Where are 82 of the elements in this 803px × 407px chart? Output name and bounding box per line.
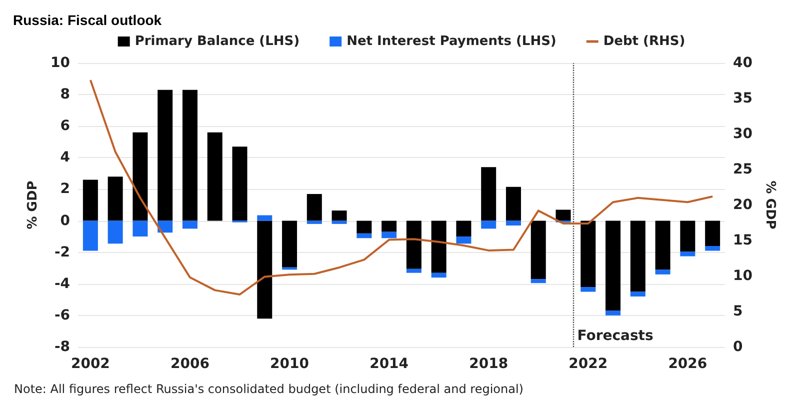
bar <box>705 246 720 251</box>
y2-tick-label: 20 <box>733 197 753 213</box>
bar <box>257 215 272 221</box>
bar <box>481 220 496 229</box>
bar <box>680 252 696 256</box>
bar <box>182 220 198 229</box>
bar <box>431 272 446 278</box>
bar <box>82 180 98 221</box>
bar <box>606 310 621 316</box>
ref-line-label: Forecasts <box>577 328 654 344</box>
bar <box>530 220 546 280</box>
bar <box>556 210 571 221</box>
bar <box>306 194 322 221</box>
bar <box>705 220 720 246</box>
bar <box>406 220 422 269</box>
y2-tick-label: 35 <box>733 90 752 106</box>
y-tick-label: -6 <box>54 307 70 324</box>
bar <box>356 233 372 238</box>
y-axis-title: % GDP <box>26 180 41 230</box>
y-tick-label: -8 <box>54 339 70 355</box>
text: Note: All figures reflect Russia's consolidated budget (including federal and regional) <box>14 382 524 396</box>
legend-label: Debt (RHS) <box>603 34 686 49</box>
bar <box>108 220 123 244</box>
bar <box>580 220 596 288</box>
legend-label: Net Interest Payments (LHS) <box>346 34 556 49</box>
y2-tick-label: 5 <box>733 304 743 320</box>
bar <box>506 220 521 226</box>
x-tick-label: 2018 <box>469 356 508 372</box>
bar <box>606 220 621 311</box>
bar <box>655 270 670 274</box>
x-tick-label: 2022 <box>568 356 608 372</box>
bar <box>182 90 198 221</box>
y2-tick-label: 25 <box>733 162 752 178</box>
y2-tick-label: 40 <box>733 55 753 71</box>
bar <box>108 176 123 221</box>
x-tick-label: 2006 <box>170 356 210 372</box>
bar <box>382 220 397 232</box>
y-tick-label: -4 <box>54 276 70 292</box>
bar <box>82 220 98 251</box>
bar <box>332 210 347 221</box>
bar <box>257 220 272 319</box>
bar <box>232 146 248 221</box>
y-tick-label: -2 <box>54 244 70 260</box>
bar <box>680 220 696 252</box>
x-tick-label: 2026 <box>668 356 708 372</box>
bar <box>530 279 546 284</box>
y2-tick-label: 0 <box>733 339 743 355</box>
x-tick-label: 2010 <box>270 356 310 372</box>
bar <box>282 220 298 268</box>
y2-tick-label: 15 <box>733 232 752 248</box>
bar <box>132 220 148 237</box>
y-tick-label: 10 <box>50 55 70 71</box>
y2-axis-title: % GDP <box>762 180 778 230</box>
y-tick-label: 0 <box>60 212 70 229</box>
bar <box>456 220 472 237</box>
y-tick-label: 2 <box>60 181 70 198</box>
y2-tick-label: 30 <box>733 126 753 142</box>
bar <box>630 220 646 292</box>
bar <box>207 132 222 221</box>
bar <box>306 220 322 224</box>
bar <box>332 220 347 224</box>
bar <box>456 236 472 244</box>
line-series <box>89 79 714 296</box>
bar <box>506 186 521 221</box>
bar <box>481 167 496 221</box>
bar <box>630 292 646 297</box>
bar <box>431 220 446 273</box>
x-tick-label: 2002 <box>70 356 110 372</box>
bar <box>406 268 422 273</box>
chart-title: Russia: Fiscal outlook <box>13 12 162 28</box>
bar <box>655 220 670 270</box>
bar <box>158 90 173 221</box>
bar <box>132 132 148 221</box>
y-tick-label: 4 <box>60 150 70 166</box>
y-tick-label: 6 <box>60 118 70 134</box>
bar <box>580 287 596 292</box>
y-tick-label: 8 <box>60 86 70 103</box>
bar <box>356 220 372 234</box>
legend-label: Primary Balance (LHS) <box>134 34 300 49</box>
x-tick-label: 2014 <box>370 356 409 372</box>
bar <box>382 232 397 238</box>
y2-tick-label: 10 <box>733 268 753 284</box>
